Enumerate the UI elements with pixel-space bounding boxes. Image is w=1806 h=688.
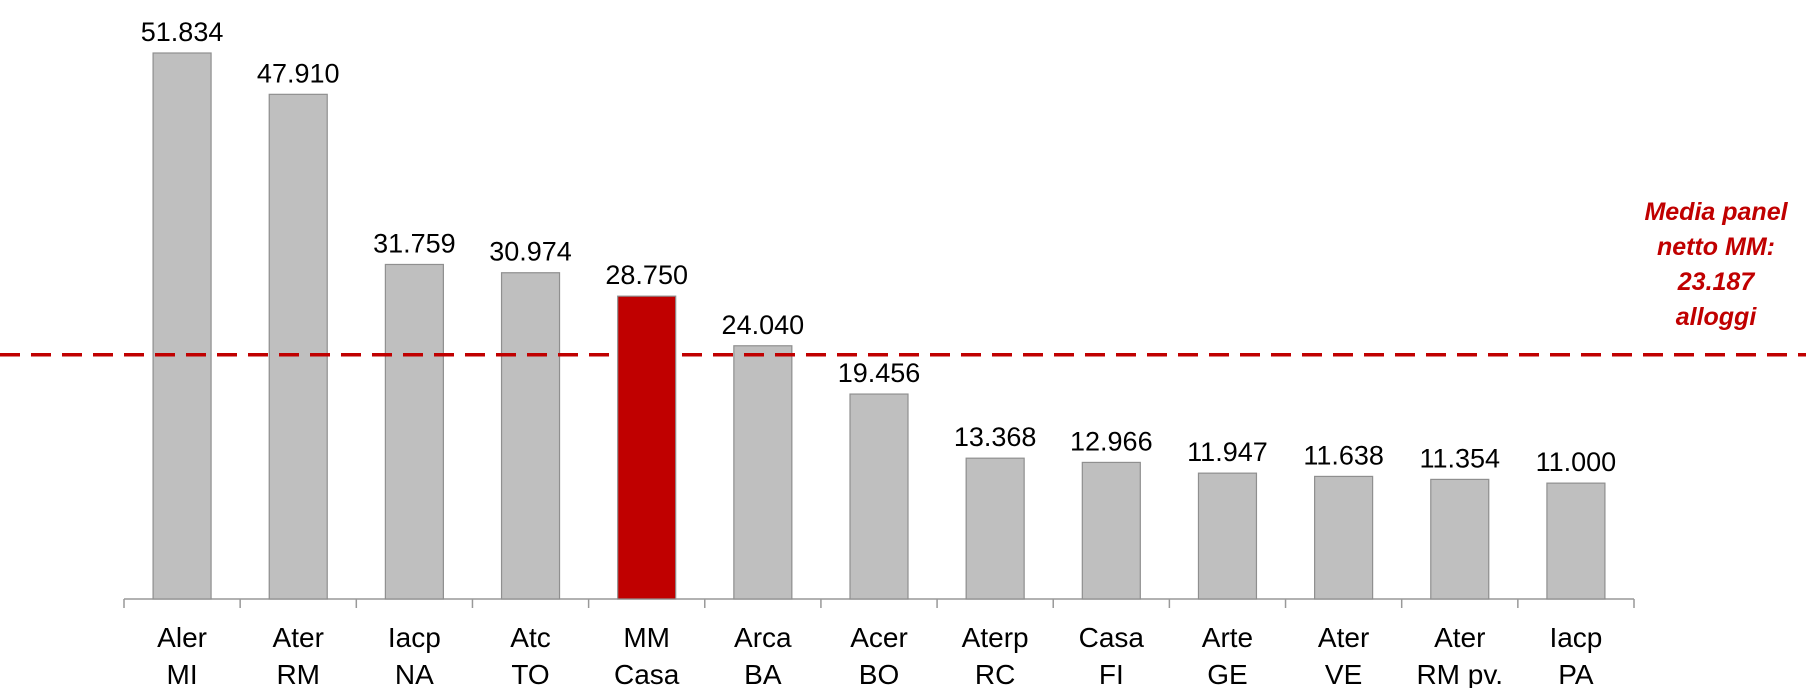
value-label: 19.456 [838,358,921,388]
bar [1430,478,1490,600]
bar [617,295,677,600]
bar [1197,472,1258,600]
category-label: MM Casa [614,622,680,688]
value-label: 11.638 [1303,440,1384,470]
bar [733,345,793,600]
value-label: 11.947 [1187,437,1268,467]
category-label: Aler MI [157,622,207,688]
value-label: 12.966 [1070,426,1153,456]
bar [1081,461,1141,600]
category-label: Arca BA [734,622,792,688]
bar [268,93,328,600]
category-label: Iacp NA [388,622,441,688]
category-label: Ater RM [273,622,324,688]
bar [1314,475,1374,600]
value-label: 28.750 [605,260,688,290]
bar [1546,482,1606,600]
value-label: 11.000 [1536,447,1617,477]
value-label: 51.834 [141,17,224,47]
category-label: Arte GE [1202,622,1253,688]
value-label: 11.354 [1419,443,1500,473]
bar [965,457,1025,600]
value-label: 31.759 [373,228,456,258]
category-label: Ater VE [1318,622,1369,688]
category-label: Casa FI [1079,622,1145,688]
bar [849,393,909,600]
reference-annotation: Media panel netto MM: 23.187 alloggi [1644,198,1788,331]
value-label: 13.368 [954,422,1037,452]
category-label: Ater RM pv. [1416,622,1503,688]
bar [384,263,444,600]
category-label: Atc TO [510,622,550,688]
category-label: Acer BO [850,622,908,688]
value-label: 47.910 [257,58,340,88]
bar [152,52,212,600]
value-label: 24.040 [722,310,805,340]
value-label: 30.974 [489,237,572,267]
category-label: Iacp PA [1549,622,1602,688]
category-label: Aterp RC [962,622,1029,688]
bar [500,272,561,600]
